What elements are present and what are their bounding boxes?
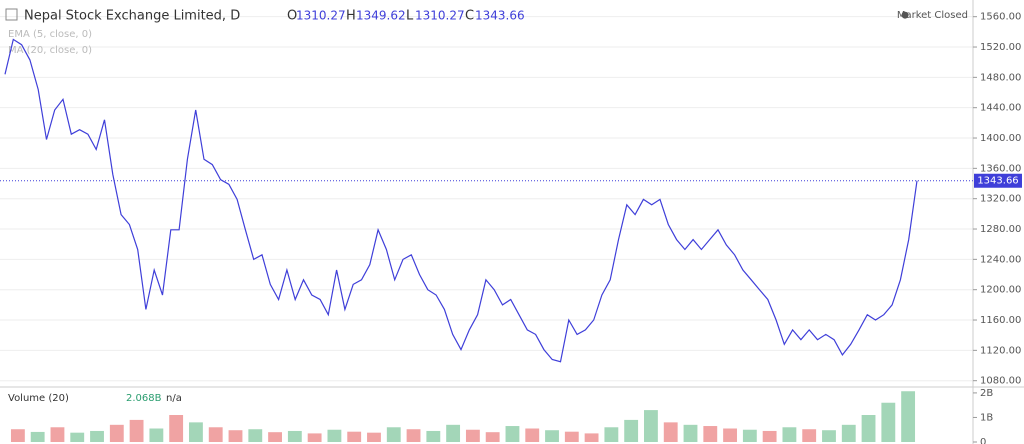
y-tick-label: 1560.00 (980, 12, 1021, 23)
volume-bar (169, 415, 184, 442)
y-tick-label: 1B (980, 412, 993, 423)
volume-bar (841, 424, 856, 442)
y-tick-label: 1240.00 (980, 254, 1021, 265)
ohlc-value: 1343.66 (475, 9, 525, 23)
volume-bar (50, 427, 65, 442)
volume-bar (189, 422, 203, 442)
volume-bar (446, 424, 461, 442)
collapse-icon[interactable] (5, 8, 18, 21)
volume-bar (604, 427, 619, 442)
y-tick-label: 1480.00 (980, 72, 1021, 83)
price-line (4, 38, 918, 363)
volume-bar (683, 424, 698, 442)
y-tick-label: 1360.00 (980, 163, 1021, 174)
volume-bar (624, 419, 639, 442)
volume-bar (525, 428, 540, 442)
y-tick-label: 1120.00 (980, 345, 1021, 356)
volume-bar (268, 432, 282, 442)
volume-bar (644, 410, 658, 442)
volume-bar (367, 432, 381, 442)
volume-title: Volume (20) (8, 393, 69, 404)
volume-bar (426, 430, 441, 442)
y-tick-label: 1400.00 (980, 133, 1021, 144)
volume-bar (505, 426, 520, 442)
volume-bar (822, 430, 836, 442)
volume-bar (742, 429, 757, 442)
volume-bar (723, 428, 737, 442)
status-dot: ● (901, 11, 909, 21)
market-status: Market Closed (897, 10, 968, 21)
volume-bar (861, 415, 876, 442)
volume-bar (70, 432, 85, 442)
volume-value: 2.068B (126, 393, 162, 404)
volume-bar (149, 428, 164, 442)
y-tick-label: 0 (980, 437, 986, 444)
volume-bar (347, 431, 362, 442)
last-price-box (974, 173, 1022, 188)
ohlc-label: L (406, 9, 414, 24)
volume-bar (465, 429, 480, 442)
volume-bar (406, 429, 421, 442)
volume-bar (485, 432, 500, 442)
volume-bar (762, 430, 777, 442)
ohlc-label: C (465, 9, 474, 24)
ohlc-value: 1310.27 (415, 9, 465, 23)
indicator-label[interactable]: MA (20, close, 0) (8, 45, 92, 56)
volume-extra: n/a (166, 393, 182, 404)
ohlc-label: O (287, 9, 297, 24)
volume-bar (228, 430, 243, 442)
last-price-label: 1343.66 (977, 176, 1018, 187)
volume-bar (386, 427, 401, 442)
y-tick-label: 1160.00 (980, 315, 1021, 326)
ohlc-value: 1349.62 (356, 9, 406, 23)
volume-bar (901, 391, 916, 442)
indicator-label[interactable]: EMA (5, close, 0) (8, 29, 92, 40)
volume-bar (307, 433, 322, 442)
volume-bar (545, 430, 559, 442)
volume-bar (782, 427, 797, 442)
volume-bar (881, 402, 896, 442)
volume-bar (30, 431, 45, 442)
volume-bar (802, 429, 817, 442)
volume-bar (248, 429, 263, 442)
y-tick-label: 1520.00 (980, 42, 1021, 53)
volume-bar (90, 430, 104, 442)
volume-bar (208, 427, 223, 442)
y-tick-label: 1280.00 (980, 224, 1021, 235)
volume-bar (287, 430, 302, 442)
volume-bar (703, 426, 718, 442)
volume-bar (129, 419, 144, 442)
y-tick-label: 2B (980, 388, 993, 399)
ohlc-value: 1310.27 (296, 9, 346, 23)
volume-bar (109, 424, 124, 442)
ohlc-label: H (346, 9, 356, 24)
y-tick-label: 1320.00 (980, 194, 1021, 205)
volume-bar (663, 422, 678, 442)
y-tick-label: 1080.00 (980, 376, 1021, 387)
chart-title: Nepal Stock Exchange Limited, D (24, 9, 240, 24)
volume-bar (327, 429, 342, 442)
y-tick-label: 1440.00 (980, 103, 1021, 114)
volume-bar (10, 429, 25, 442)
volume-bar (584, 433, 599, 442)
y-tick-label: 1200.00 (980, 285, 1021, 296)
volume-bar (564, 431, 579, 442)
